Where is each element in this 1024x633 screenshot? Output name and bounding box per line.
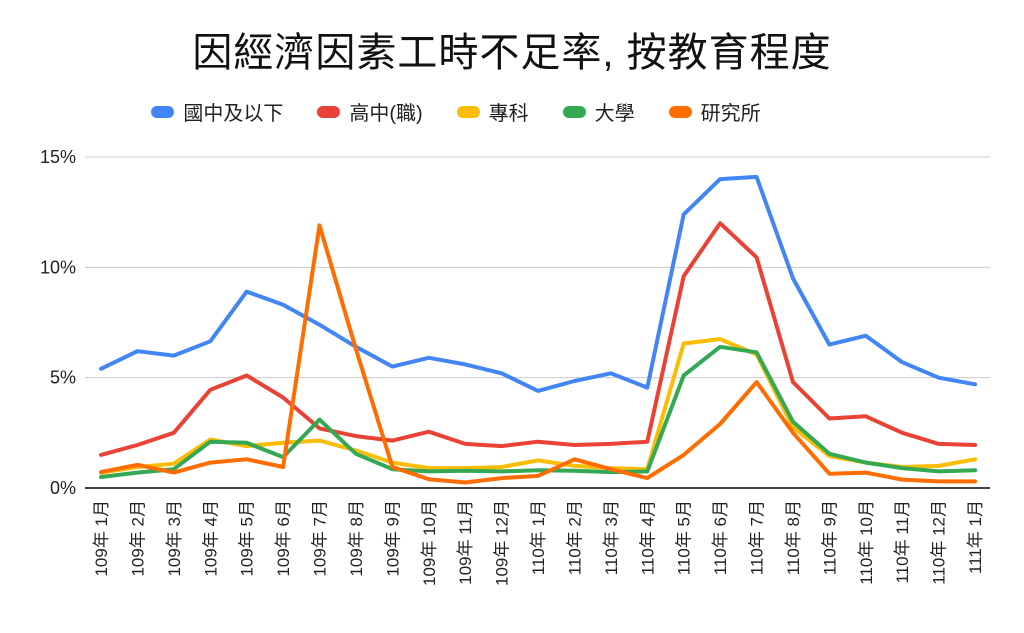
x-axis-tick-label: 110年 3月 (602, 500, 621, 575)
x-axis-tick-label: 110年 12月 (930, 500, 949, 585)
x-axis-tick-label: 109年 8月 (347, 500, 366, 577)
legend-item-0: 國中及以下 (151, 97, 283, 126)
legend-item-4: 研究所 (668, 97, 761, 126)
series-line-2 (99, 337, 978, 475)
legend-label: 國中及以下 (183, 103, 284, 125)
x-axis-tick-label: 109年 12月 (493, 500, 512, 586)
y-axis-tick-label: 0% (50, 478, 76, 498)
legend-label: 研究所 (700, 103, 761, 125)
y-axis-tick-label: 5% (50, 368, 76, 388)
chart-title: 因經濟因素工時不足率, 按教育程度 (192, 31, 832, 75)
x-axis-tick-label: 109年 5月 (238, 500, 257, 577)
x-axis-tick-label: 111年 1月 (966, 500, 985, 574)
legend-label: 大學 (594, 103, 635, 125)
x-axis-tick-label: 110年 6月 (711, 500, 730, 575)
series-line-3 (99, 344, 978, 479)
x-axis-tick-label: 109年 3月 (165, 500, 184, 577)
series-line-1 (99, 221, 978, 457)
x-axis-tick-label: 109年 1月 (92, 500, 111, 577)
legend-label: 專科 (488, 103, 529, 125)
x-axis-tick-label: 109年 10月 (420, 500, 439, 586)
x-axis-tick-label: 110年 1月 (529, 500, 548, 575)
x-axis-tick-label: 110年 2月 (565, 500, 584, 575)
chart-legend: 國中及以下 高中(職) 專科 大學 研究所 (0, 97, 912, 126)
x-axis-tick-label: 110年 7月 (748, 500, 767, 575)
legend-item-1: 高中(職) (317, 97, 423, 126)
y-axis-tick-label: 10% (40, 257, 76, 277)
series-line-0 (99, 174, 978, 393)
x-axis-tick-label: 110年 10月 (857, 500, 876, 585)
x-axis-tick-label: 110年 4月 (638, 500, 657, 575)
x-axis-tick-label: 110年 8月 (784, 500, 803, 575)
y-axis-tick-label: 15% (40, 147, 76, 167)
legend-swatch-icon (668, 105, 692, 118)
legend-swatch-icon (317, 105, 341, 118)
legend-swatch-icon (456, 105, 480, 118)
legend-swatch-icon (151, 105, 175, 118)
legend-item-2: 專科 (456, 97, 529, 126)
x-axis-tick-label: 110年 5月 (675, 500, 694, 575)
x-axis-tick-label: 109年 6月 (274, 500, 293, 577)
x-axis-tick-label: 110年 9月 (820, 500, 839, 575)
x-axis-tick-label: 109年 11月 (456, 500, 475, 585)
legend-item-3: 大學 (562, 97, 635, 126)
x-axis-tick-label: 109年 4月 (201, 500, 220, 577)
x-axis-tick-label: 110年 11月 (893, 500, 912, 583)
legend-swatch-icon (562, 105, 586, 118)
series-line-4 (99, 223, 978, 485)
x-axis-tick-label: 109年 2月 (128, 500, 147, 577)
legend-label: 高中(職) (349, 103, 423, 125)
x-axis-tick-label: 109年 9月 (383, 500, 402, 577)
x-axis-tick-label: 109年 7月 (311, 500, 330, 577)
